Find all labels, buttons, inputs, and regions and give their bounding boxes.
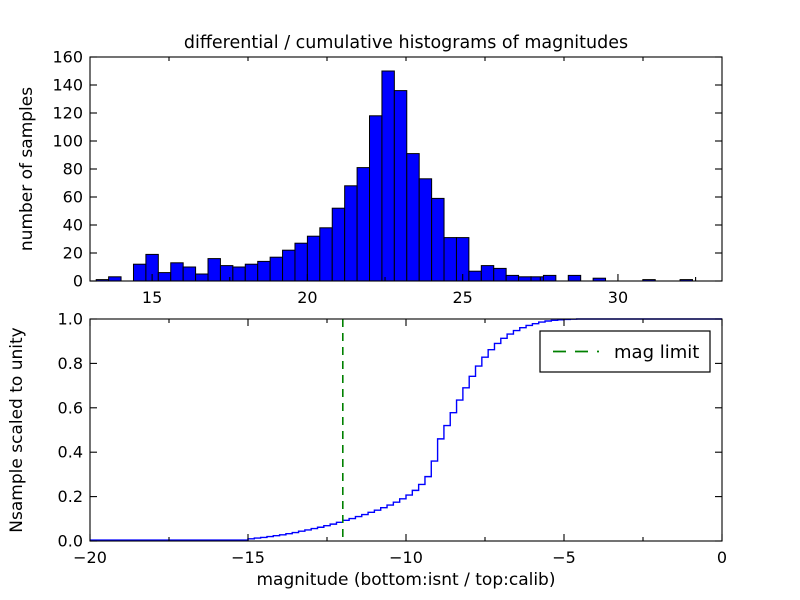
histogram-bar: [493, 267, 507, 282]
top-ytick-label: 60: [63, 188, 83, 207]
histogram-bar: [443, 237, 457, 282]
histogram-bar: [157, 272, 172, 282]
top-histogram-plot: differential / cumulative histograms of …: [17, 33, 723, 307]
histogram-bar: [406, 153, 420, 282]
histogram-bar: [418, 178, 433, 282]
histogram-bar: [244, 263, 259, 282]
histogram-bars: [95, 70, 693, 282]
top-ytick-label: 20: [63, 244, 83, 263]
top-xtick-label: 20: [297, 288, 317, 307]
histogram-bar: [319, 227, 333, 282]
bottom-ytick-label: 0.8: [58, 354, 83, 373]
histogram-bar: [306, 235, 321, 282]
bottom-ylabel: Nsample scaled to unity: [7, 327, 27, 532]
bottom-xtick-label: −5: [552, 548, 576, 567]
top-ytick-label: 120: [52, 104, 83, 123]
bottom-ytick-label: 0.2: [58, 487, 83, 506]
histogram-bar: [108, 276, 122, 282]
bottom-ytick-label: 0.0: [58, 532, 83, 551]
histogram-bar: [219, 265, 234, 282]
histogram-bar: [331, 207, 346, 282]
bottom-ytick-label: 1.0: [58, 310, 83, 329]
histogram-bar: [393, 90, 408, 282]
histogram-bar: [542, 274, 557, 282]
histogram-bar: [381, 70, 395, 282]
histogram-bar: [195, 273, 209, 282]
bottom-xtick-label: 0: [717, 548, 727, 567]
histogram-bar: [182, 266, 197, 282]
histogram-bar: [170, 262, 184, 282]
histogram-bar: [567, 274, 582, 282]
legend-box: mag limit: [539, 330, 711, 373]
bottom-xtick-label: −10: [389, 548, 423, 567]
cumulative-step-line: [90, 318, 722, 541]
top-ytick-label: 0: [73, 272, 83, 291]
plot-title: differential / cumulative histograms of …: [184, 33, 628, 53]
histogram-bar: [356, 167, 371, 282]
histogram-bar: [257, 260, 271, 282]
top-xtick-label: 15: [142, 288, 162, 307]
top-ytick-label: 100: [52, 132, 83, 151]
top-axes-frame: 15 20 25 30 0 20 40 60 80 100 120 140 160: [52, 48, 723, 307]
bottom-xtick-label: −20: [73, 548, 107, 567]
histogram-bar: [132, 263, 147, 282]
bottom-xtick-label: −15: [231, 548, 265, 567]
histogram-bar: [468, 270, 482, 282]
histogram-bar: [480, 265, 495, 282]
histogram-bar: [431, 197, 445, 282]
histogram-bar: [518, 276, 532, 282]
histogram-bar: [369, 115, 383, 282]
histogram-bar: [282, 249, 296, 282]
histogram-bar: [294, 242, 308, 282]
top-ytick-label: 40: [63, 216, 83, 235]
top-ytick-label: 140: [52, 76, 83, 95]
bottom-xlabel: magnitude (bottom:isnt / top:calib): [257, 570, 556, 590]
top-xtick-label: 25: [452, 288, 472, 307]
top-xtick-label: 30: [608, 288, 628, 307]
legend-label: mag limit: [614, 342, 699, 363]
legend-frame: [539, 330, 711, 373]
histogram-bar: [505, 274, 520, 282]
histogram-bar: [232, 266, 246, 282]
histogram-bar: [344, 185, 358, 282]
bottom-ytick-label: 0.4: [58, 443, 83, 462]
histogram-bar: [269, 256, 284, 282]
cumulative-curve: [90, 318, 722, 541]
histogram-bar: [207, 258, 221, 282]
top-ytick-label: 160: [52, 48, 83, 67]
bottom-axes-frame: −20 −15 −10 −5 0 0.0 0.2 0.4 0.6 0.8 1.0: [58, 310, 728, 568]
top-ytick-label: 80: [63, 160, 83, 179]
histogram-bar: [530, 276, 544, 282]
bottom-cumulative-plot: Nsample scaled to unity magnitude (botto…: [7, 310, 727, 591]
bottom-ytick-label: 0.6: [58, 398, 83, 417]
top-ylabel: number of samples: [17, 87, 37, 251]
